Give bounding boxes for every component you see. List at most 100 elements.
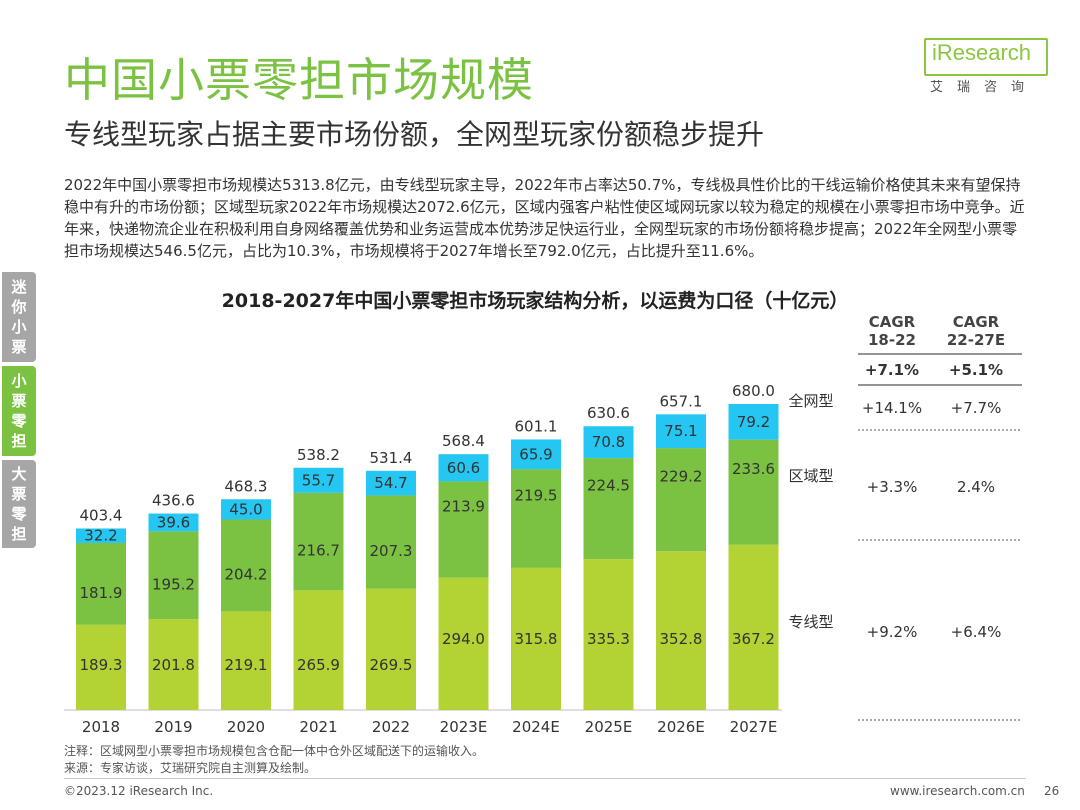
x-tick-label-2018: 2018 [82,718,120,736]
bar-区域型-2027E [728,439,779,545]
total-label-2026E: 657.1 [660,392,703,410]
cagr-header-1: 18-22 [868,331,916,349]
bar-全网型-2021 [293,467,344,493]
logo-text: iResearch [932,40,1032,65]
data-label-区域型-2027E: 233.6 [732,460,775,478]
total-label-2020: 468.3 [225,477,268,495]
data-label-全网型-2027E: 79.2 [737,413,770,431]
data-label-专线型-2020: 219.1 [225,656,268,674]
legend-全网型: 全网型 [789,392,834,410]
side-tab-1[interactable]: 迷你小票 [2,272,36,362]
cagr-全网型-1: +14.1% [862,399,922,417]
page-subtitle: 专线型玩家占据主要市场份额，全网型玩家份额稳步提升 [64,118,765,151]
total-label-2024E: 601.1 [515,418,558,436]
website-link[interactable]: www.iresearch.com.cn [890,784,1025,798]
bar-专线型-2024E [511,567,561,710]
note-text: 注释：区域网型小票零担市场规模包含仓配一体中仓外区域配送下的运输收入。 [64,744,485,758]
page-number: 26 [1044,784,1060,798]
data-label-区域型-2026E: 229.2 [660,468,703,486]
bar-专线型-2021 [293,590,344,710]
iresearch-logo: iResearch 艾瑞咨询 [920,36,1048,100]
bar-区域型-2025E [583,458,634,560]
x-tick-label-2026E: 2026E [657,718,705,736]
data-label-专线型-2021: 265.9 [297,656,340,674]
data-label-全网型-2019: 39.6 [157,513,190,531]
copyright-text: ©2023.12 iResearch Inc. [64,784,214,798]
bar-专线型-2023E [438,577,489,710]
bar-全网型-2025E [583,426,634,459]
data-label-全网型-2025E: 70.8 [592,433,625,451]
data-label-区域型-2023E: 213.9 [442,498,485,516]
bar-区域型-2020 [221,519,271,612]
bar-全网型-2026E [656,414,706,449]
data-label-区域型-2025E: 224.5 [587,477,630,495]
data-label-区域型-2020: 204.2 [225,565,268,583]
legend-区域型: 区域型 [789,467,834,485]
data-label-专线型-2019: 201.8 [152,656,195,674]
bar-区域型-2023E [438,481,489,578]
bar-全网型-2024E [511,439,561,470]
bar-专线型-2027E [728,544,779,710]
bar-专线型-2020 [221,611,271,710]
cagr-专线型-2: +6.4% [951,623,1002,641]
data-label-专线型-2023E: 294.0 [442,630,485,648]
data-label-区域型-2021: 216.7 [297,542,340,560]
bar-专线型-2026E [656,551,706,710]
x-tick-label-2023E: 2023E [440,718,488,736]
chart-title: 2018-2027年中国小票零担市场玩家结构分析，以运费为口径（十亿元） [221,290,849,312]
cagr-header-2: CAGR [953,313,1000,331]
legend-专线型: 专线型 [789,613,834,631]
side-tab-label: 小票零担 [11,372,27,450]
cagr-total-2: +5.1% [949,361,1003,379]
x-tick-label-2025E: 2025E [585,718,633,736]
side-tab-2[interactable]: 小票零担 [2,366,36,456]
data-label-全网型-2023E: 60.6 [447,459,480,477]
total-label-2023E: 568.4 [442,432,485,450]
data-label-专线型-2027E: 367.2 [732,630,775,648]
data-label-专线型-2025E: 335.3 [587,630,630,648]
bar-专线型-2025E [583,559,634,710]
bar-专线型-2018 [76,624,126,710]
cagr-专线型-1: +9.2% [867,623,918,641]
total-label-2019: 436.6 [152,492,195,510]
cagr-区域型-2: 2.4% [957,478,995,496]
bar-全网型-2020 [221,499,271,520]
bar-区域型-2021 [293,492,344,591]
side-tab-3[interactable]: 大票零担 [2,460,36,548]
total-label-2018: 403.4 [80,506,123,524]
cagr-total-1: +7.1% [865,361,919,379]
cagr-全网型-2: +7.7% [951,399,1002,417]
data-label-全网型-2020: 45.0 [229,500,262,518]
page-title: 中国小票零担市场规模 [64,53,534,107]
data-label-全网型-2021: 55.7 [302,471,335,489]
data-label-全网型-2026E: 75.1 [664,422,697,440]
description-paragraph: 2022年中国小票零担市场规模达5313.8亿元，由专线型玩家主导，2022年市… [64,176,1025,260]
x-tick-label-2020: 2020 [227,718,265,736]
side-tab-label: 大票零担 [11,465,27,543]
bar-区域型-2018 [76,542,126,625]
total-label-2025E: 630.6 [587,404,630,422]
footer-divider [64,778,1026,779]
data-label-全网型-2018: 32.2 [84,527,117,545]
data-label-区域型-2024E: 219.5 [515,487,558,505]
total-label-2022: 531.4 [370,449,413,467]
side-tab-label: 迷你小票 [11,278,27,356]
x-tick-label-2027E: 2027E [730,718,778,736]
cagr-区域型-1: +3.3% [867,478,918,496]
bar-区域型-2022 [366,495,416,589]
data-label-专线型-2024E: 315.8 [515,630,558,648]
bar-全网型-2018 [76,528,126,543]
total-label-2027E: 680.0 [732,382,775,400]
source-text: 来源：专家访谈，艾瑞研究院自主测算及绘制。 [64,761,317,775]
bar-专线型-2019 [148,619,199,710]
x-tick-label-2024E: 2024E [512,718,560,736]
data-label-专线型-2022: 269.5 [370,656,413,674]
bar-全网型-2023E [438,454,489,482]
total-label-2021: 538.2 [297,446,340,464]
data-label-专线型-2018: 189.3 [80,656,123,674]
cagr-header-1: CAGR [869,313,916,331]
stacked-bar-chart: 189.3 181.9 32.2 403.4 2018 201.8 195.2 39.6 436… [64,313,1022,736]
x-tick-label-2019: 2019 [154,718,192,736]
bar-全网型-2019 [148,513,199,532]
bar-区域型-2019 [148,531,199,620]
